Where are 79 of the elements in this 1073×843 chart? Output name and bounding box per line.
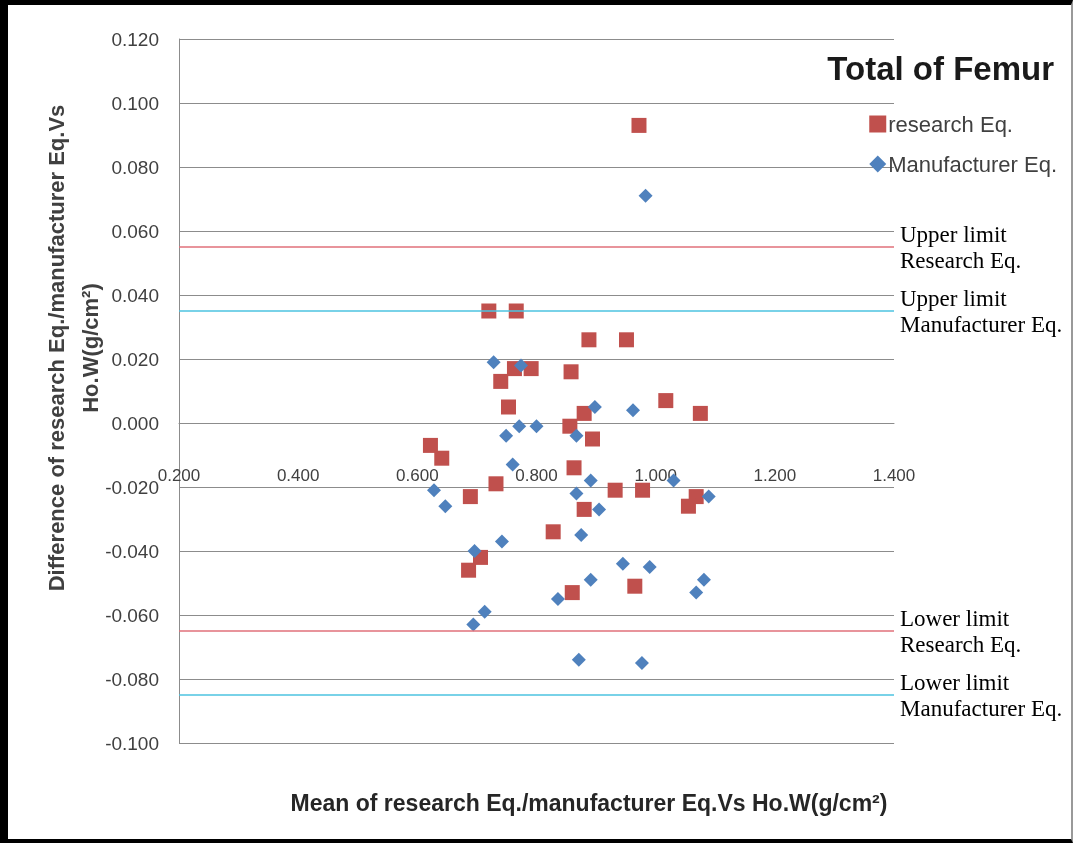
point: [514, 358, 529, 373]
point: [574, 528, 589, 542]
point: [618, 332, 634, 348]
point: [477, 604, 492, 619]
x-tick-label: 1.400: [872, 466, 916, 485]
legend-label: research Eq.: [888, 111, 1013, 137]
point: [501, 399, 516, 415]
point: [627, 578, 643, 594]
point: [615, 556, 630, 571]
point: [462, 489, 478, 505]
point: [631, 117, 647, 133]
point: [638, 188, 653, 203]
point: [529, 419, 544, 434]
point: [585, 431, 601, 447]
point: [607, 482, 623, 498]
chart-title: Total of Femur: [827, 50, 1055, 87]
y-tick-label: -0.060: [105, 604, 159, 626]
point: [626, 403, 641, 418]
point: [576, 501, 592, 517]
point: [692, 405, 708, 421]
ref-line-label: Upper limit Manufacturer Eq.: [900, 285, 1063, 337]
x-tick-label: 1.200: [753, 466, 797, 485]
y-tick-label: -0.100: [105, 732, 159, 754]
y-axis-title: Difference of research Eq./manufacturer Eq.Vs Ho.W(g/cm²): [43, 104, 103, 592]
point: [592, 502, 607, 517]
x-tick-label: 0.400: [276, 466, 320, 485]
x-axis-title: Mean of research Eq./manufacturer Eq.Vs Ho.W(g/cm²): [290, 789, 888, 816]
ref-line-label: Lower limit Manufacturer Eq.: [900, 669, 1063, 721]
point: [569, 428, 584, 443]
point: [634, 656, 649, 670]
y-tick-label: 0.120: [111, 28, 159, 50]
y-tick-label: 0.000: [111, 412, 159, 434]
y-tick-label: 0.040: [111, 284, 159, 306]
point: [494, 534, 509, 549]
point: [564, 585, 580, 601]
point: [488, 476, 504, 492]
point: [635, 482, 651, 498]
ref-line-label: Upper limit Research Eq.: [900, 221, 1022, 273]
ref-line-label: Lower limit Research Eq.: [900, 605, 1022, 657]
point: [576, 405, 592, 421]
point: [499, 428, 514, 443]
point: [422, 437, 438, 453]
point: [438, 499, 453, 514]
point: [512, 419, 527, 434]
point: [427, 483, 442, 498]
point: [461, 562, 477, 578]
point: [493, 373, 509, 389]
point: [689, 585, 704, 600]
point: [571, 652, 586, 667]
y-tick-label: 0.020: [111, 348, 159, 370]
y-tick-label: -0.040: [105, 540, 159, 562]
y-tick-label: 0.080: [111, 156, 159, 178]
y-tick-label: -0.020: [105, 476, 159, 498]
point: [642, 560, 657, 574]
point: [434, 450, 450, 466]
legend-label: Manufacturer Eq.: [888, 151, 1057, 177]
point: [466, 617, 481, 632]
point: [583, 572, 598, 587]
point: [696, 572, 711, 587]
point: [581, 332, 597, 348]
point: [523, 361, 539, 377]
point: [486, 355, 501, 370]
point: [467, 544, 482, 558]
point: [701, 489, 716, 504]
y-tick-label: -0.080: [105, 668, 159, 690]
point: [566, 460, 582, 476]
point: [680, 498, 696, 514]
point: [583, 473, 598, 488]
point: [563, 364, 579, 380]
y-tick-label: 0.060: [111, 220, 159, 242]
point: [545, 524, 561, 540]
point: [587, 400, 602, 414]
point: [562, 418, 578, 434]
point: [550, 592, 565, 606]
point: [658, 393, 674, 409]
point: [569, 486, 584, 501]
x-tick-label: 0.600: [396, 466, 439, 485]
y-tick-label: 0.100: [111, 92, 159, 114]
x-tick-label: 0.800: [515, 466, 558, 485]
